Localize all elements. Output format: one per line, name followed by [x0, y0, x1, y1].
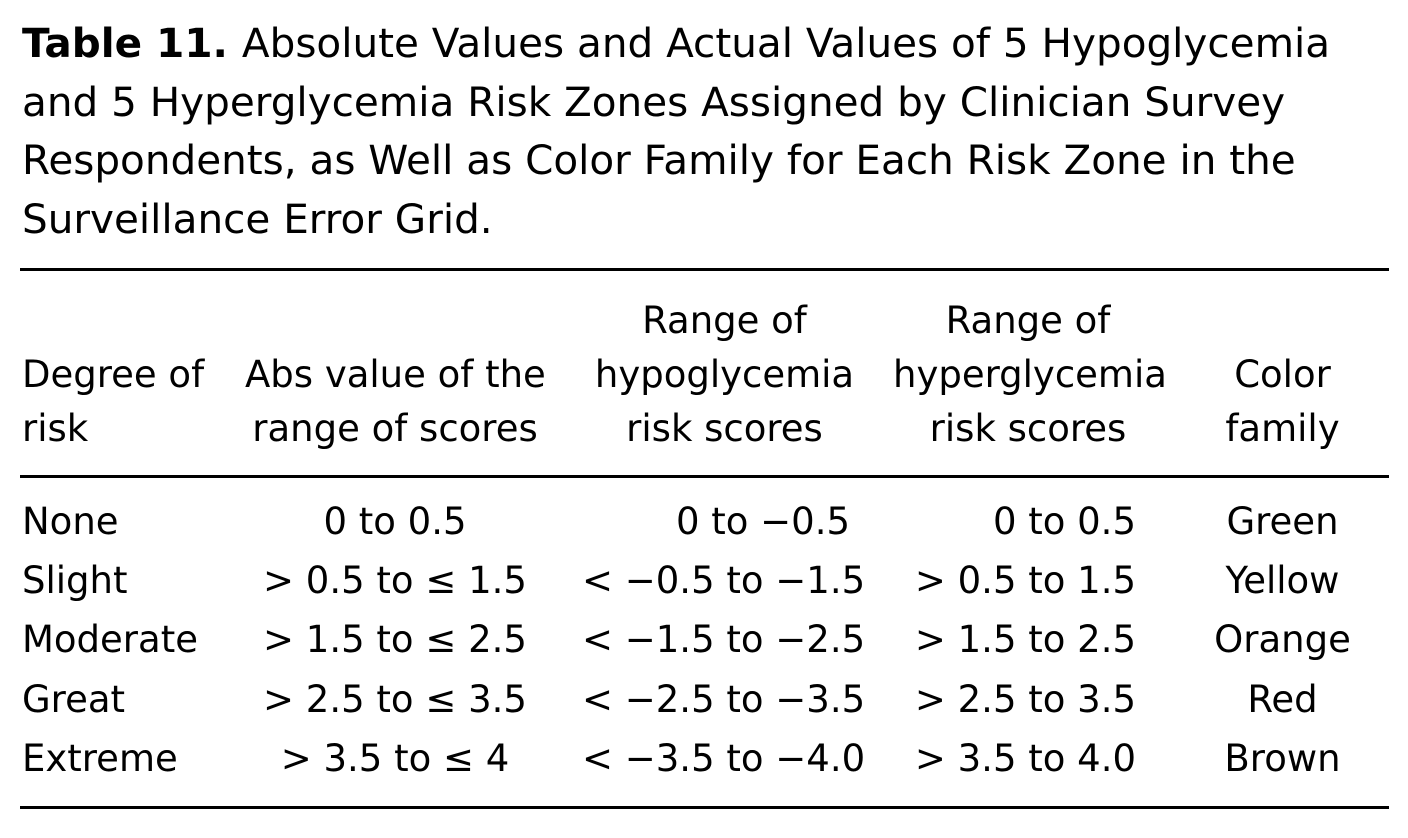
header-degree-line-3: risk	[22, 407, 89, 450]
header-hypo-line-1: Range of	[642, 299, 807, 342]
header-color-line-3: family	[1225, 407, 1340, 450]
cell-hyper: > 1.5 to 2.5	[914, 618, 1136, 661]
cell-hypo: < −2.5 to −3.5	[582, 678, 866, 721]
header-color-line-2: Color	[1234, 353, 1331, 396]
table-label: Table 11.	[22, 19, 228, 67]
cell-abs: > 0.5 to ≤ 1.5	[263, 559, 527, 602]
cell-color: Orange	[1214, 618, 1351, 661]
cell-color: Green	[1226, 500, 1339, 543]
header-hyper-range: Range of hyperglycemia risk scores	[893, 294, 1167, 456]
table-caption-text: Absolute Values and Actual Values of 5 H…	[22, 19, 1331, 243]
table-top-rule	[20, 268, 1389, 271]
cell-color: Yellow	[1225, 559, 1340, 602]
header-color-family: Color family	[1195, 294, 1370, 456]
header-hyper-line-3: risk scores	[929, 407, 1127, 450]
header-degree-line-1	[22, 294, 204, 348]
cell-abs: > 1.5 to ≤ 2.5	[263, 618, 527, 661]
cell-abs: > 2.5 to ≤ 3.5	[263, 678, 527, 721]
header-hypo-range: Range of hypoglycemia risk scores	[582, 294, 867, 456]
cell-abs: 0 to 0.5	[323, 500, 467, 543]
cell-hypo: < −0.5 to −1.5	[582, 559, 866, 602]
cell-hyper: 0 to 0.5	[992, 500, 1136, 543]
cell-degree: Moderate	[22, 618, 198, 661]
cell-hyper: > 0.5 to 1.5	[914, 559, 1136, 602]
cell-degree: Great	[22, 678, 126, 721]
header-degree-of-risk: Degree of risk	[22, 294, 204, 456]
header-color-line-1	[1195, 294, 1370, 348]
cell-degree: None	[22, 500, 119, 543]
cell-color: Brown	[1224, 737, 1341, 780]
header-degree-line-2: Degree of	[22, 353, 205, 396]
cell-hypo: 0 to −0.5	[675, 500, 850, 543]
header-hypo-line-3: risk scores	[626, 407, 823, 450]
header-abs-line-2: Abs value of the	[245, 353, 546, 396]
header-hypo-line-2: hypoglycemia	[594, 353, 855, 396]
table-bottom-rule	[20, 806, 1389, 809]
cell-degree: Extreme	[22, 737, 178, 780]
cell-color: Red	[1247, 678, 1318, 721]
header-abs-line-1	[245, 294, 545, 348]
cell-hypo: < −3.5 to −4.0	[582, 737, 866, 780]
cell-hyper: > 2.5 to 3.5	[914, 678, 1136, 721]
header-hyper-line-2: hyperglycemia	[893, 353, 1167, 396]
table-caption: Table 11. Absolute Values and Actual Valu…	[22, 14, 1392, 248]
header-abs-line-3: range of scores	[252, 407, 538, 450]
cell-hyper: > 3.5 to 4.0	[914, 737, 1136, 780]
header-abs-value: Abs value of the range of scores	[245, 294, 546, 456]
table-header-rule	[20, 475, 1389, 478]
header-hyper-line-1: Range of	[945, 299, 1111, 342]
cell-degree: Slight	[22, 559, 128, 602]
cell-abs: > 3.5 to ≤ 4	[280, 737, 510, 780]
cell-hypo: < −1.5 to −2.5	[582, 618, 866, 661]
